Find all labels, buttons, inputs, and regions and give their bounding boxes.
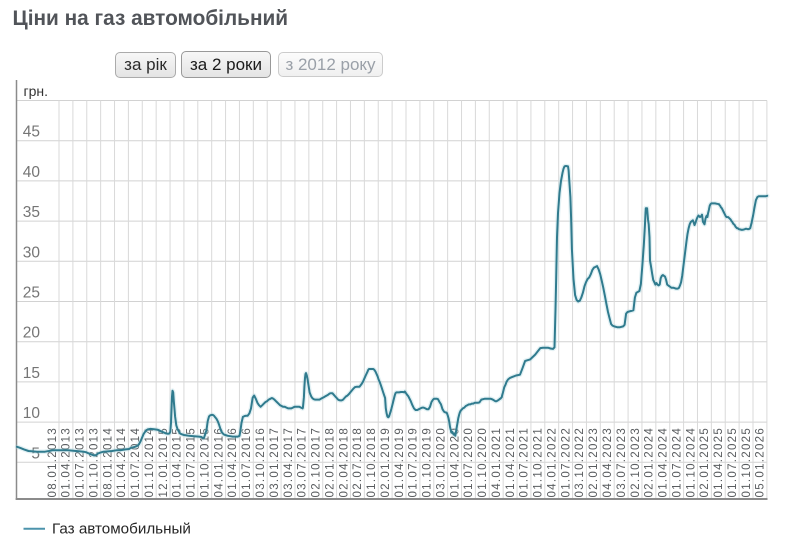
svg-text:01.04.2015: 01.04.2015 — [172, 427, 184, 498]
svg-text:01.10.2013: 01.10.2013 — [88, 427, 100, 498]
svg-text:01.07.2022: 01.07.2022 — [560, 427, 572, 498]
svg-text:02.01.2023: 02.01.2023 — [588, 427, 600, 498]
svg-text:35: 35 — [23, 204, 40, 221]
svg-text:03.01.2020: 03.01.2020 — [435, 427, 447, 498]
svg-text:02.01.2024: 02.01.2024 — [644, 427, 656, 498]
svg-text:02.01.2018: 02.01.2018 — [324, 427, 336, 498]
svg-text:01.07.2024: 01.07.2024 — [671, 427, 683, 498]
svg-text:03.07.2023: 03.07.2023 — [616, 427, 628, 498]
svg-text:01.10.2020: 01.10.2020 — [477, 427, 489, 498]
svg-text:01.07.2019: 01.07.2019 — [408, 427, 420, 498]
svg-text:03.10.2016: 03.10.2016 — [255, 427, 267, 498]
svg-text:01.07.2025: 01.07.2025 — [727, 427, 739, 498]
svg-text:01.10.2019: 01.10.2019 — [422, 427, 434, 498]
svg-text:15: 15 — [23, 365, 40, 382]
svg-text:01.04.2025: 01.04.2025 — [713, 427, 725, 498]
svg-text:02.01.2025: 02.01.2025 — [699, 427, 711, 498]
svg-text:04.01.2016: 04.01.2016 — [213, 427, 225, 498]
svg-text:01.10.2025: 01.10.2025 — [741, 427, 753, 498]
svg-text:01.10.2018: 01.10.2018 — [366, 427, 378, 498]
svg-text:04.04.2023: 04.04.2023 — [602, 427, 614, 498]
svg-text:45: 45 — [23, 124, 40, 141]
svg-text:10: 10 — [23, 405, 41, 422]
svg-text:03.07.2017: 03.07.2017 — [297, 427, 309, 498]
svg-text:01.10.2024: 01.10.2024 — [685, 427, 697, 498]
svg-text:02.07.2018: 02.07.2018 — [352, 427, 364, 498]
svg-text:01.07.2020: 01.07.2020 — [463, 427, 475, 498]
svg-text:5: 5 — [31, 445, 40, 462]
svg-text:01.04.2016: 01.04.2016 — [227, 427, 239, 498]
svg-text:01.04.2021: 01.04.2021 — [505, 427, 517, 498]
svg-text:08.01.2013: 08.01.2013 — [47, 427, 59, 498]
svg-text:01.10.2014: 01.10.2014 — [144, 427, 156, 498]
svg-text:08.01.2014: 08.01.2014 — [102, 427, 114, 498]
svg-text:01.04.2019: 01.04.2019 — [394, 427, 406, 498]
svg-text:02.01.2019: 02.01.2019 — [380, 427, 392, 498]
svg-text:01.04.2014: 01.04.2014 — [116, 427, 128, 498]
svg-text:25: 25 — [23, 285, 40, 302]
svg-text:01.04.2013: 01.04.2013 — [61, 427, 73, 498]
svg-text:02.04.2018: 02.04.2018 — [338, 427, 350, 498]
svg-text:05.01.2026: 05.01.2026 — [755, 427, 767, 498]
svg-text:03.04.2017: 03.04.2017 — [283, 427, 295, 498]
svg-text:01.07.2013: 01.07.2013 — [75, 427, 87, 498]
svg-text:01.04.2024: 01.04.2024 — [658, 427, 670, 498]
svg-text:01.07.2015: 01.07.2015 — [186, 427, 198, 498]
svg-text:грн.: грн. — [24, 83, 49, 99]
svg-text:01.07.2016: 01.07.2016 — [241, 427, 253, 498]
svg-text:30: 30 — [23, 244, 41, 261]
svg-text:20: 20 — [23, 325, 41, 342]
svg-text:03.10.2022: 03.10.2022 — [574, 427, 586, 498]
svg-text:01.10.2021: 01.10.2021 — [533, 427, 545, 498]
svg-text:12.01.2015: 12.01.2015 — [158, 427, 170, 498]
svg-text:Газ автомобильный: Газ автомобильный — [52, 521, 191, 538]
svg-text:40: 40 — [23, 164, 41, 181]
svg-text:03.01.2017: 03.01.2017 — [269, 427, 281, 498]
svg-text:02.10.2017: 02.10.2017 — [311, 427, 323, 498]
svg-text:01.04.2020: 01.04.2020 — [449, 427, 461, 498]
svg-text:01.10.2015: 01.10.2015 — [199, 427, 211, 498]
svg-text:02.10.2023: 02.10.2023 — [630, 427, 642, 498]
svg-text:04.01.2022: 04.01.2022 — [546, 427, 558, 498]
svg-text:01.07.2021: 01.07.2021 — [519, 427, 531, 498]
svg-text:04.01.2021: 04.01.2021 — [491, 427, 503, 498]
